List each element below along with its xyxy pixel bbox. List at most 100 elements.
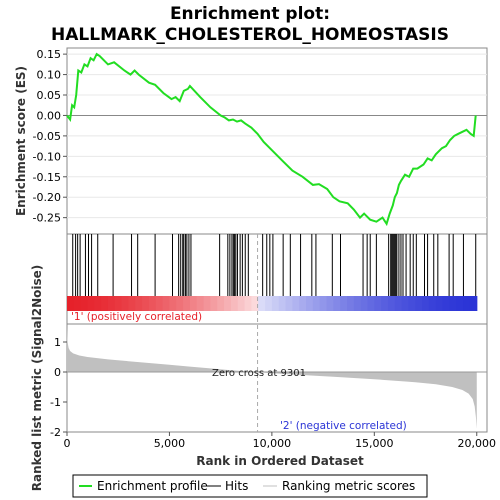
color-bar-segment — [442, 296, 451, 311]
color-bar-segment — [265, 296, 273, 311]
color-bar-segment — [401, 296, 410, 311]
color-bar-segment — [353, 296, 362, 311]
hits-panel — [66, 233, 488, 325]
color-bar-segment — [210, 296, 218, 311]
rank-y-tick-label: 0 — [54, 366, 61, 379]
color-bar-segment — [463, 296, 471, 311]
color-bar-segment — [101, 296, 109, 311]
color-bar-segment — [340, 296, 348, 311]
color-bar-segment — [244, 296, 252, 311]
color-bar-segment — [360, 296, 369, 311]
color-bar-segment — [155, 296, 164, 311]
hit-marks — [72, 234, 477, 296]
es-y-tick-label: -0.15 — [33, 171, 61, 184]
color-bar-segment — [148, 296, 157, 311]
legend-hits-label: Hits — [225, 479, 248, 493]
color-bar-segment — [408, 296, 416, 311]
color-bar-segment — [449, 296, 457, 311]
color-bar-segment — [381, 296, 389, 311]
rank-y-tick-label: -2 — [50, 426, 61, 439]
title-line-1: Enrichment plot: — [170, 4, 330, 24]
color-bar-segment — [306, 296, 314, 311]
negative-correlation-label: '2' (negative correlated) — [280, 420, 407, 432]
color-bar-segment — [73, 296, 82, 311]
title-line-2: HALLMARK_CHOLESTEROL_HOMEOSTASIS — [51, 25, 449, 45]
color-bar-segment — [285, 296, 293, 311]
es-y-tick-label: 0.10 — [37, 69, 62, 82]
color-bar-segment — [278, 296, 287, 311]
rank-y-axis-label: Ranked list metric (Signal2Noise) — [30, 265, 44, 492]
color-bar-segment — [374, 296, 382, 311]
color-bar-segment — [347, 296, 355, 311]
rank-y-ticks: 1 0 -1 -2 — [50, 336, 67, 439]
color-bar-segment — [271, 296, 280, 311]
color-bar-segment — [237, 296, 246, 311]
es-y-tick-label: 0.05 — [37, 89, 62, 102]
x-tick-label: 5,000 — [154, 437, 186, 450]
color-bar-segment — [387, 296, 396, 311]
color-bar-segment — [258, 296, 266, 311]
es-frame — [66, 47, 488, 235]
rank-panel: 1 0 -1 -2 '1' (positively correlated) Zero … — [30, 234, 488, 492]
color-bar-segment — [251, 296, 259, 311]
es-y-tick-label: 0.15 — [37, 48, 62, 61]
color-bar-segment — [292, 296, 300, 311]
color-bar-segment — [128, 296, 136, 311]
legend: Enrichment profile Hits Ranking metric s… — [72, 474, 428, 498]
legend-box — [72, 474, 428, 498]
color-bar-segment — [299, 296, 307, 311]
x-tick-label: 15,000 — [355, 437, 394, 450]
x-axis-label: Rank in Ordered Dataset — [196, 454, 364, 468]
legend-ranking-label: Ranking metric scores — [282, 479, 415, 493]
es-y-axis-label: Enrichment score (ES) — [14, 66, 28, 216]
color-bar-segment — [224, 296, 232, 311]
color-bar-segment — [230, 296, 239, 311]
es-y-tick-label: -0.20 — [33, 191, 61, 204]
color-bar-segment — [196, 296, 205, 311]
color-bar-segment — [183, 296, 191, 311]
es-y-tick-label: -0.10 — [33, 150, 61, 163]
es-panel: 0.15 0.10 0.05 0.00 -0.05 -0.10 -0.15 -0.20 -0.2… — [14, 47, 488, 235]
positive-correlation-label: '1' (positively correlated) — [71, 311, 202, 323]
x-tick-label: 10,000 — [253, 437, 292, 450]
x-tick-label: 20,000 — [458, 437, 497, 450]
ranking-metric-area — [67, 327, 477, 429]
color-bar-segment — [135, 296, 143, 311]
color-bar-segment — [428, 296, 437, 311]
color-bar-segment — [80, 296, 89, 311]
color-bar-segment — [326, 296, 334, 311]
es-y-tick-label: -0.05 — [33, 130, 61, 143]
rank-y-tick-label: 1 — [54, 336, 61, 349]
color-bar-segment — [435, 296, 444, 311]
enrichment-line — [66, 52, 477, 227]
zero-cross-label: Zero cross at 9301 — [212, 368, 306, 379]
color-bar-segment — [333, 296, 341, 311]
color-bar-segment — [203, 296, 212, 311]
legend-enrichment-label: Enrichment profile — [97, 479, 208, 493]
color-bar-segment — [121, 296, 130, 311]
color-bar-segment — [114, 296, 123, 311]
color-bar-segment — [189, 296, 198, 311]
color-bar-segment — [94, 296, 102, 311]
color-bar-segment — [87, 296, 95, 311]
color-bar-segment — [456, 296, 464, 311]
color-bar-segment — [142, 296, 150, 311]
color-bar-segment — [217, 296, 225, 311]
es-y-ticks: 0.15 0.10 0.05 0.00 -0.05 -0.10 -0.15 -0.20 -0.2… — [33, 48, 67, 225]
es-y-tick-label: 0.00 — [37, 109, 62, 122]
color-bar-segment — [319, 296, 328, 311]
color-bar-segment — [422, 296, 430, 311]
color-bar-segment — [367, 296, 375, 311]
color-bar-segment — [312, 296, 321, 311]
color-bar-segment — [162, 296, 171, 311]
x-tick-label: 0 — [64, 437, 71, 450]
color-bar-segment — [67, 296, 75, 311]
color-bar-segment — [169, 296, 177, 311]
color-bar-segment — [107, 296, 116, 311]
color-bar-segment — [394, 296, 403, 311]
color-bar-segment — [415, 296, 423, 311]
es-y-tick-label: -0.25 — [33, 212, 61, 225]
rank-color-bar — [67, 296, 478, 311]
color-bar-segment — [469, 296, 478, 311]
